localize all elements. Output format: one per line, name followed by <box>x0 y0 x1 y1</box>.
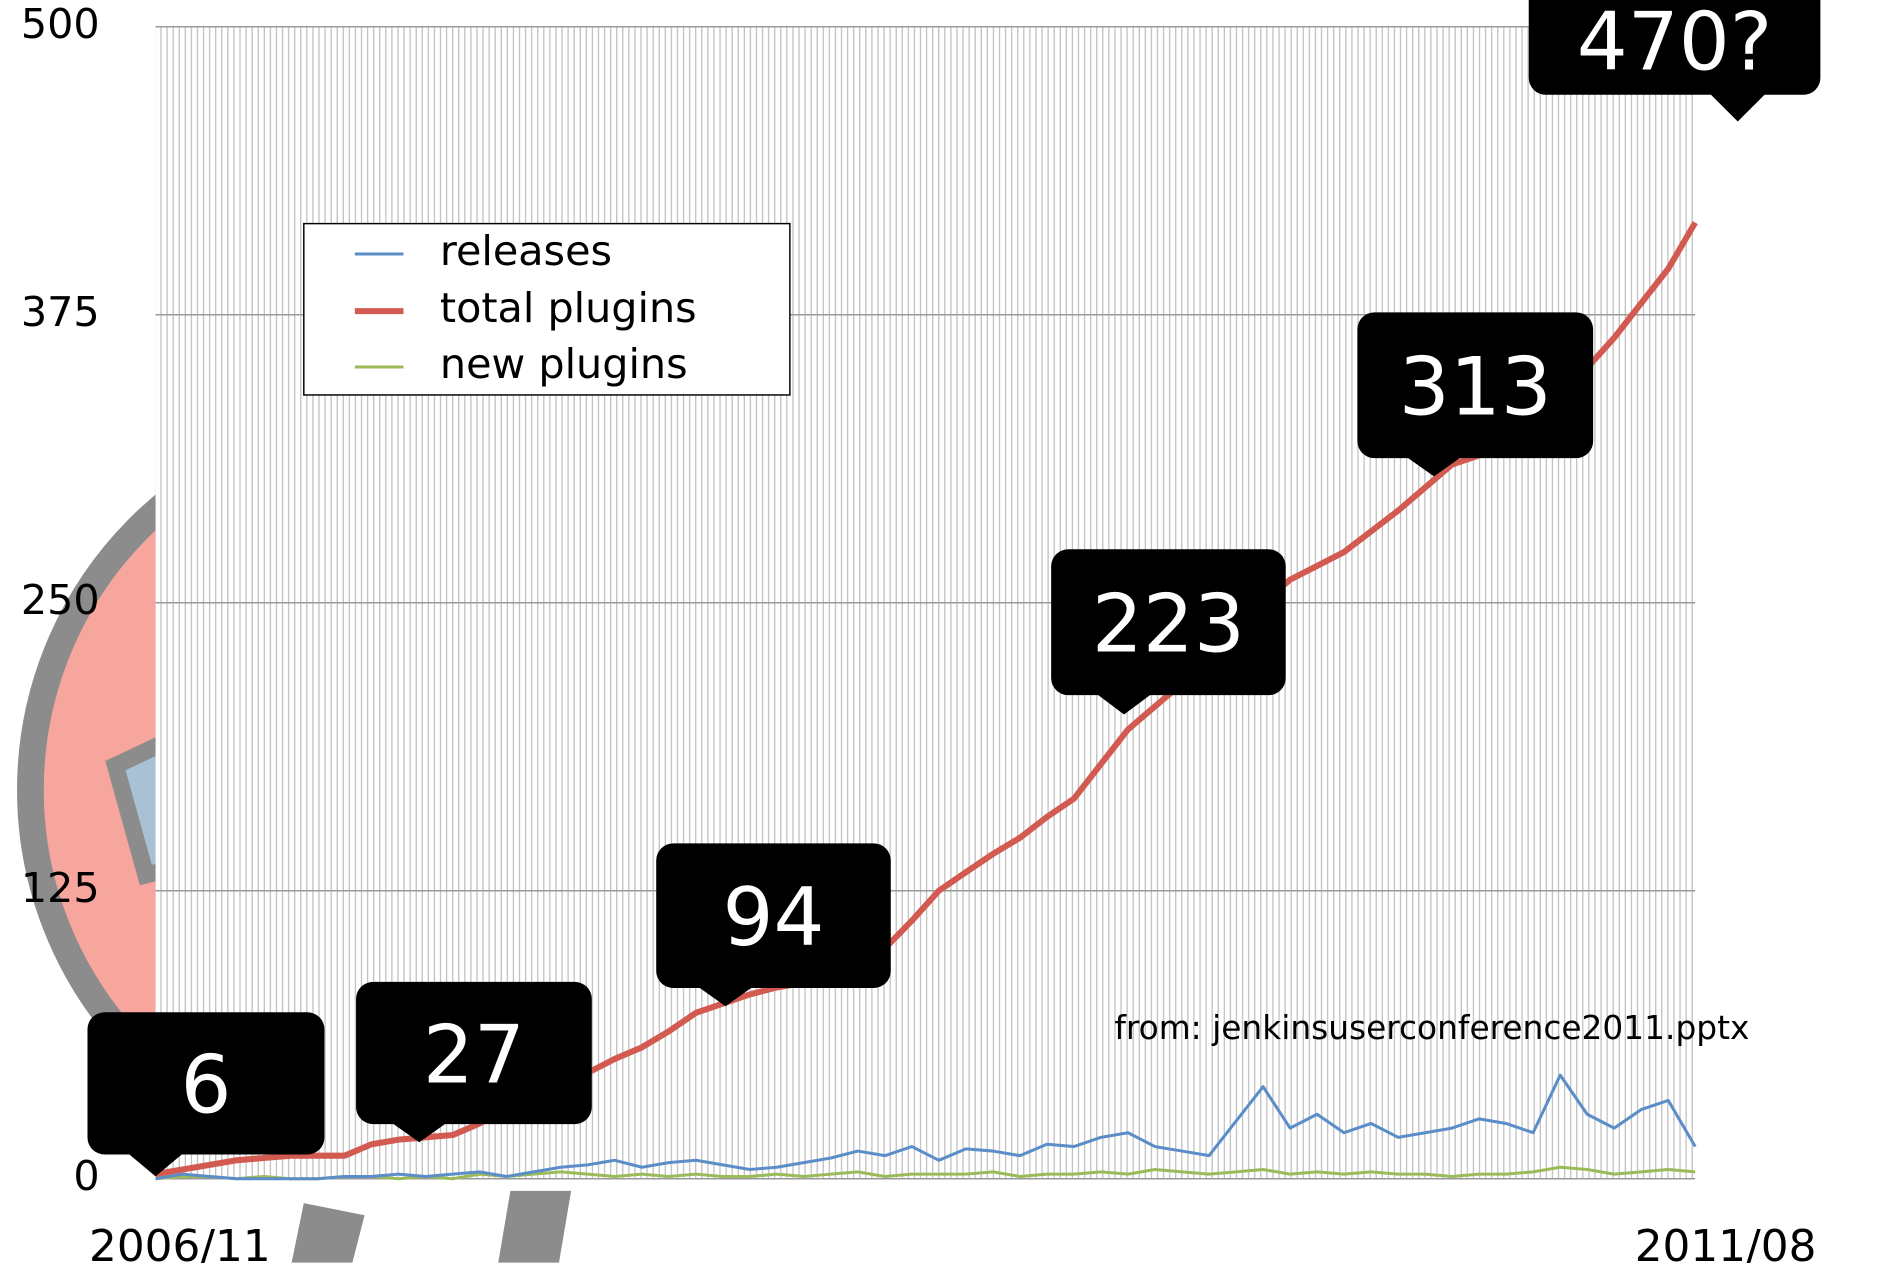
legend: releases total plugins new plugins <box>303 222 791 396</box>
callout-pointer <box>696 985 755 1007</box>
y-tick-label: 500 <box>21 0 100 48</box>
legend-label: new plugins <box>440 340 688 388</box>
callout-pointer <box>1404 455 1464 477</box>
callout-pointer <box>1094 692 1154 715</box>
annotation: 313 <box>1399 340 1552 433</box>
callout-box <box>1357 312 1594 459</box>
annotation: 470? <box>1577 0 1773 88</box>
callout-pointer <box>390 1121 449 1143</box>
annotation: 223 <box>1092 577 1245 670</box>
lines <box>155 221 1698 1181</box>
callout-pointer <box>1708 92 1767 122</box>
y-tick-label: 125 <box>21 864 100 912</box>
annotation: 94 <box>722 871 824 964</box>
callout: 94 <box>656 843 891 1007</box>
x-tick-label: 2011/08 <box>1635 1221 1817 1263</box>
callout-box <box>656 843 891 988</box>
legend-label: total plugins <box>440 284 697 332</box>
series-line <box>155 1165 1696 1181</box>
annotation: 27 <box>423 1008 525 1101</box>
series-line <box>155 1073 1697 1181</box>
callout: 313 <box>1357 312 1594 477</box>
callout: 6 <box>87 1012 325 1177</box>
grid <box>155 26 1696 1180</box>
callout: 223 <box>1051 549 1286 715</box>
series-line <box>155 221 1698 1178</box>
callouts: 6 27 94 223 313 470? <box>87 0 1821 1177</box>
y-tick-label: 375 <box>21 288 100 336</box>
annotation: 6 <box>180 1039 231 1132</box>
callout-box <box>1051 549 1286 696</box>
callout-box <box>356 981 592 1125</box>
callout: 470? <box>1528 0 1821 122</box>
legend-label: releases <box>440 227 612 275</box>
callout-pointer <box>126 1152 185 1177</box>
x-tick-label: 2006/11 <box>89 1221 271 1263</box>
y-tick-label: 0 <box>73 1152 99 1200</box>
callout: 27 <box>356 981 592 1143</box>
axes: 0 125 250 375 500 2006/11 2011/08 <box>21 0 1817 1267</box>
callout-box <box>1528 0 1821 95</box>
source-note: from: jenkinsuserconference2011.pptx <box>1114 1009 1749 1047</box>
y-tick-label: 250 <box>21 576 100 624</box>
callout-box <box>87 1012 325 1155</box>
